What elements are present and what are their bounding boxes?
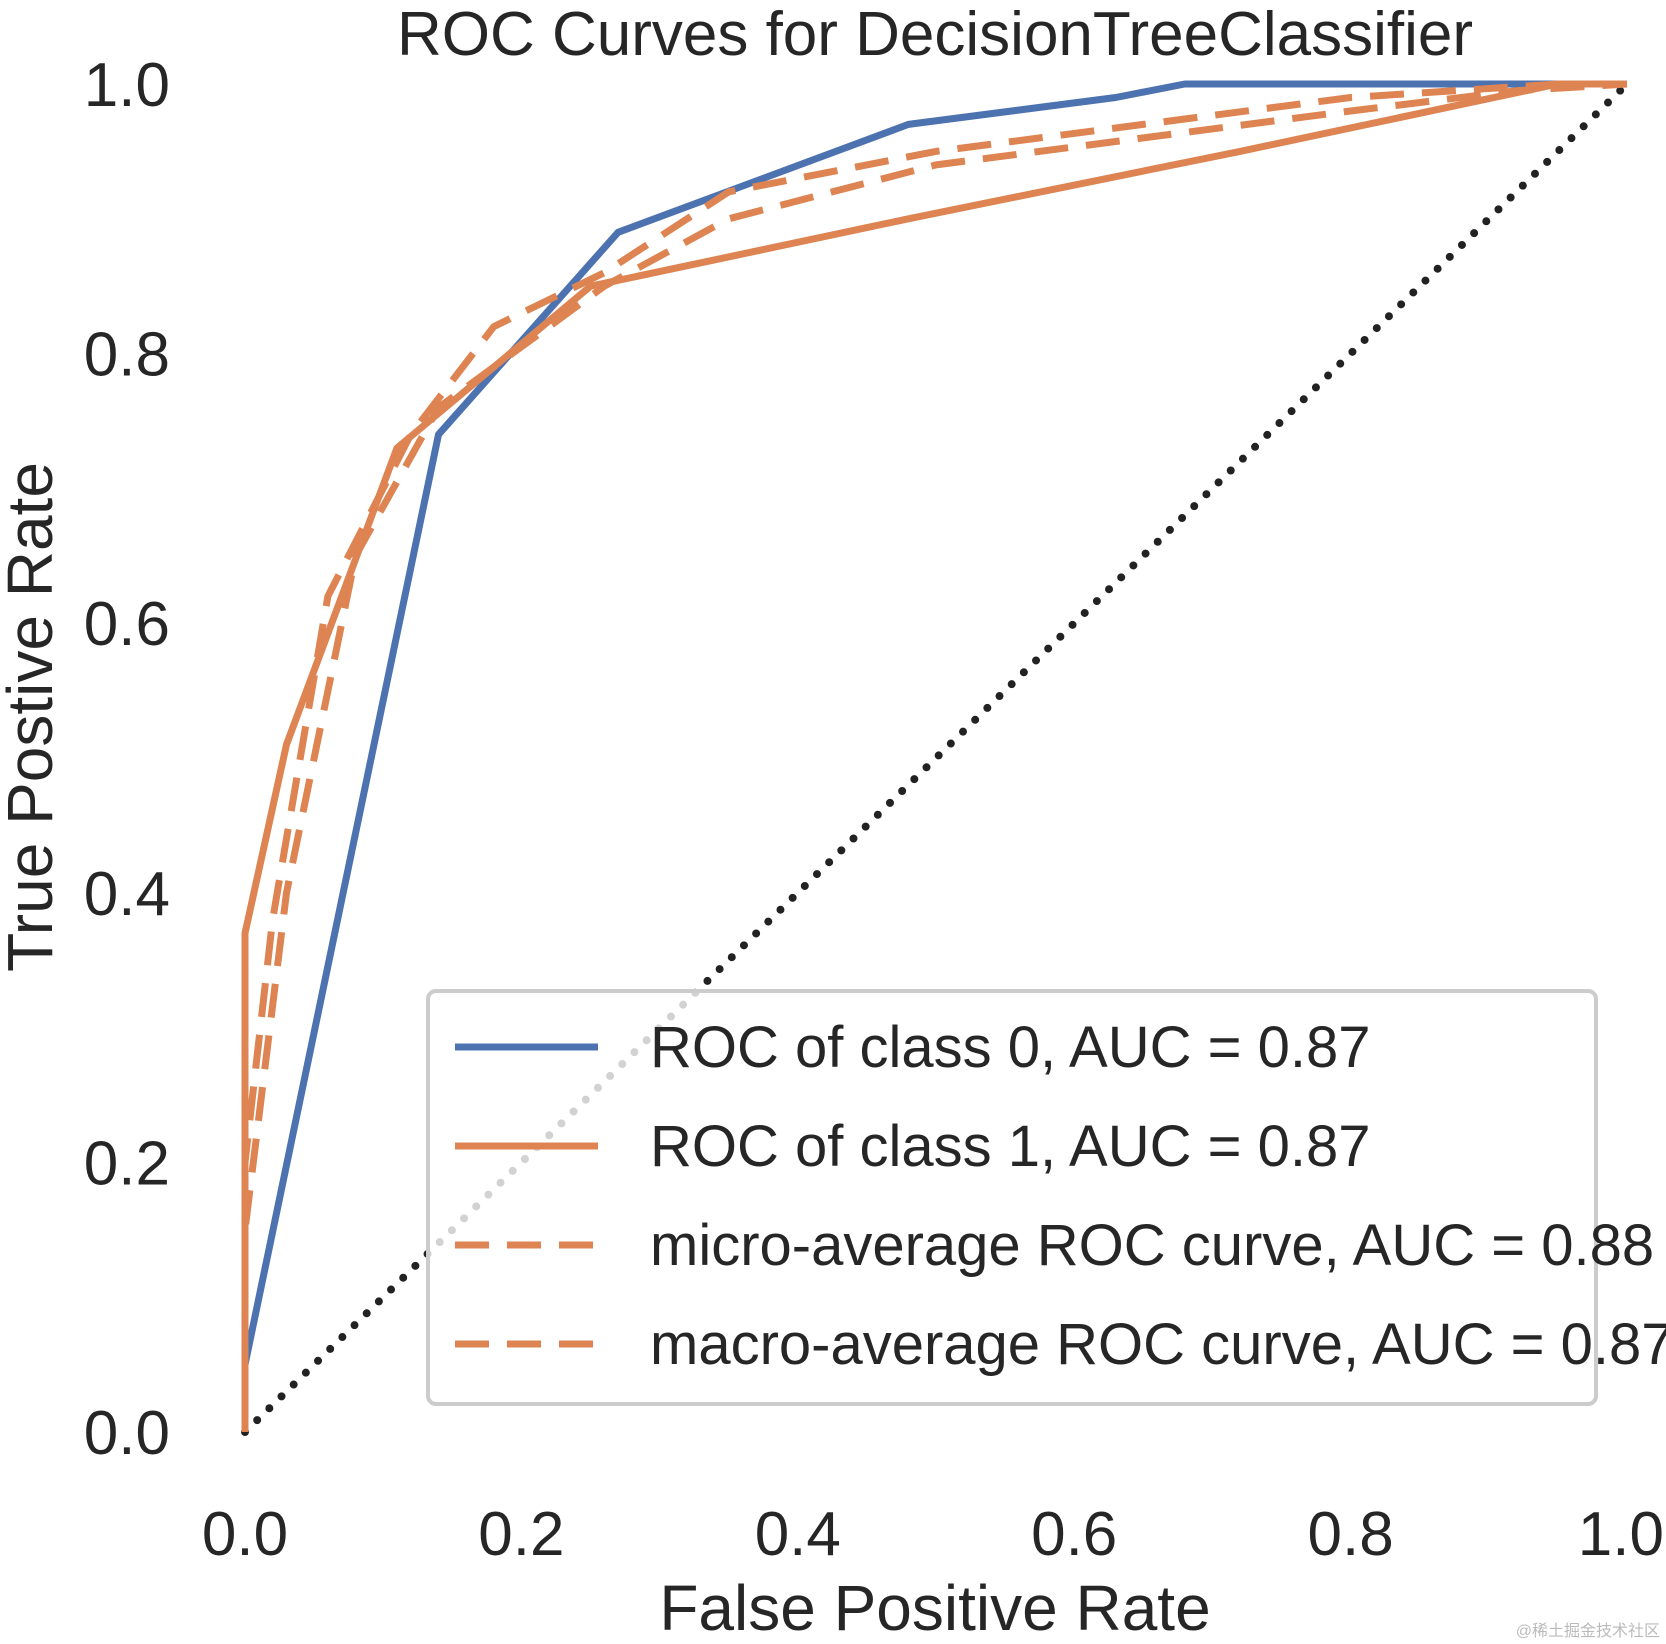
x-tick-label: 0.0	[202, 1500, 288, 1569]
legend-label: micro-average ROC curve, AUC = 0.88	[650, 1213, 1654, 1278]
x-axis-label: False Positive Rate	[659, 1572, 1210, 1644]
y-tick-label: 0.0	[84, 1399, 170, 1468]
y-axis-ticks: 0.0 0.2 0.4 0.6 0.8 1.0	[84, 51, 170, 1468]
x-tick-label: 0.6	[1031, 1500, 1117, 1569]
chart-title: ROC Curves for DecisionTreeClassifier	[397, 0, 1473, 69]
legend-label: ROC of class 1, AUC = 0.87	[650, 1114, 1370, 1179]
legend-frame	[426, 989, 1598, 1406]
y-tick-label: 0.2	[84, 1129, 170, 1198]
roc-series-line-0	[241, 80, 1627, 1432]
legend-label: macro-average ROC curve, AUC = 0.87	[650, 1312, 1666, 1377]
x-tick-label: 0.4	[755, 1500, 841, 1569]
x-tick-label: 0.2	[478, 1500, 564, 1569]
roc-series-line-1	[241, 80, 1627, 1432]
x-tick-label: 0.8	[1307, 1500, 1393, 1569]
y-tick-label: 0.4	[84, 860, 170, 929]
y-tick-label: 0.8	[84, 321, 170, 390]
legend: ROC of class 0, AUC = 0.87 ROC of class 1…	[426, 989, 1666, 1406]
x-axis-ticks: 0.0 0.2 0.4 0.6 0.8 1.0	[202, 1500, 1664, 1569]
y-tick-label: 1.0	[84, 51, 170, 120]
roc-series-line-2	[241, 80, 1627, 1432]
legend-label: ROC of class 0, AUC = 0.87	[650, 1015, 1370, 1080]
y-axis-label: True Postive Rate	[0, 462, 66, 972]
y-tick-label: 0.6	[84, 590, 170, 659]
roc-series-line-3	[241, 80, 1628, 1432]
watermark: @稀土掘金技术社区	[1516, 1622, 1660, 1640]
x-tick-label: 1.0	[1578, 1500, 1664, 1569]
